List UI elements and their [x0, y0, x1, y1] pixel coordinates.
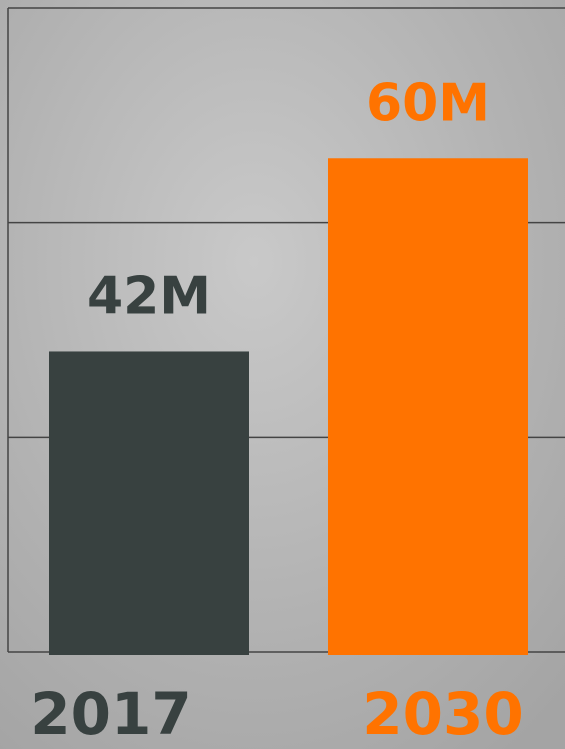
- x-tick-label: 2017: [30, 680, 191, 748]
- x-tick-label: 2030: [362, 680, 523, 748]
- bar: [49, 351, 249, 655]
- bar: [328, 158, 528, 655]
- value-label: 60M: [366, 73, 490, 133]
- value-label: 42M: [87, 266, 211, 326]
